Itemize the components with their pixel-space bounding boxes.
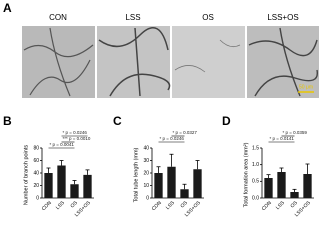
bar <box>167 166 176 198</box>
micrograph <box>247 26 319 98</box>
y-tick-label: 40 <box>33 170 39 176</box>
significance-label: * p = 0.0359 <box>283 130 308 135</box>
significance-label: * p = 0.0141 <box>270 136 295 141</box>
image-label: LSS <box>125 13 140 22</box>
y-tick-label: 0.0 <box>252 195 259 201</box>
bar <box>154 173 163 198</box>
micrographs: 50 μm <box>22 26 319 98</box>
tube-network <box>23 27 94 97</box>
significance-label: *** p = 0.0010 <box>63 136 91 141</box>
tube-network <box>98 26 171 97</box>
y-tick-label: 1.0 <box>252 162 259 168</box>
y-tick-label: 20 <box>33 183 39 189</box>
y-tick-label: 30 <box>143 158 149 164</box>
figure: A B C D 50 μm CON LSS OS LSS+OS020406080Num… <box>3 1 319 218</box>
micrograph <box>172 26 245 98</box>
bar <box>264 178 273 198</box>
y-tick-label: 10 <box>143 183 149 189</box>
micrograph <box>97 26 170 98</box>
x-tick-label: CON <box>151 200 163 212</box>
y-axis-title: Total tube length (mm) <box>133 147 139 202</box>
image-label: OS <box>202 13 214 22</box>
significance-label: * p = 0.0246 <box>160 136 185 141</box>
micrograph <box>22 26 95 98</box>
bar <box>277 172 286 198</box>
y-tick-label: 40 <box>143 145 149 151</box>
bar <box>83 174 92 198</box>
tube-network <box>248 27 319 97</box>
panel-label: B <box>3 114 12 128</box>
x-tick-label: OS <box>69 200 79 210</box>
y-tick-label: 0 <box>146 195 149 201</box>
significance-label: * p = 0.0327 <box>173 130 198 135</box>
x-tick-label: LSS <box>275 200 286 211</box>
x-tick-label: LSS <box>165 200 176 211</box>
image-label: CON <box>49 13 67 22</box>
scale-bar-label: 50 μm <box>299 84 313 90</box>
bar <box>70 184 79 198</box>
x-tick-label: CON <box>261 200 273 212</box>
panel-label: A <box>3 1 12 15</box>
tube-network <box>174 39 241 73</box>
significance-label: * p = 0.0246 <box>63 130 88 135</box>
image-label: LSS+OS <box>267 13 298 22</box>
bar <box>303 174 312 198</box>
bar <box>44 173 53 198</box>
y-axis-title: Total formation area (mm²) <box>243 142 249 207</box>
significance-label: * p = 0.0041 <box>50 142 75 147</box>
panel-label: C <box>113 114 122 128</box>
y-tick-label: 0.5 <box>252 179 259 185</box>
y-axis-title: Number of branch points <box>23 145 29 205</box>
x-tick-label: OS <box>289 200 299 210</box>
y-tick-label: 60 <box>33 158 39 164</box>
x-tick-label: CON <box>41 200 53 212</box>
bar <box>180 189 189 198</box>
y-tick-label: 1.5 <box>252 145 259 151</box>
y-tick-label: 0 <box>36 195 39 201</box>
bar <box>57 165 66 198</box>
x-tick-label: LSS <box>55 200 66 211</box>
panel-label: D <box>222 114 231 128</box>
y-tick-label: 20 <box>143 170 149 176</box>
bar <box>193 169 202 198</box>
bar <box>290 192 299 198</box>
x-tick-label: OS <box>179 200 189 210</box>
y-tick-label: 80 <box>33 145 39 151</box>
